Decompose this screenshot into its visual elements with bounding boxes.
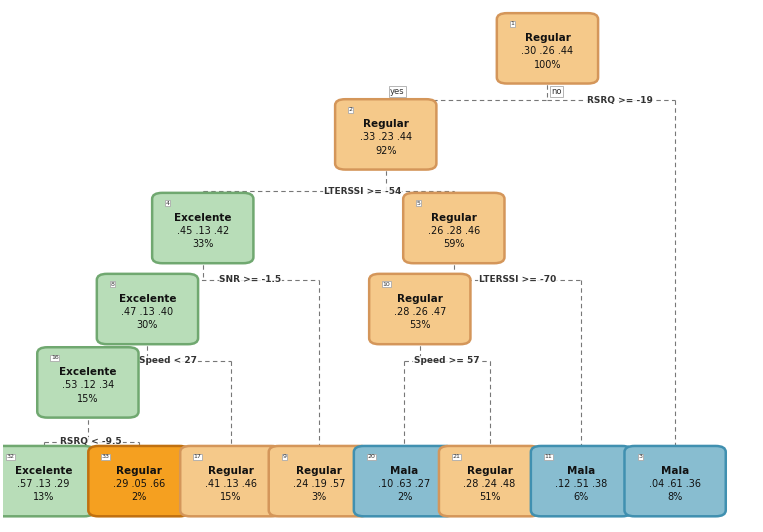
Text: .28 .26 .47: .28 .26 .47 bbox=[394, 307, 446, 317]
Text: .10 .63 .27: .10 .63 .27 bbox=[378, 479, 430, 489]
Text: 8: 8 bbox=[111, 282, 114, 287]
Text: .29 .05 .66: .29 .05 .66 bbox=[113, 479, 165, 489]
Text: 17: 17 bbox=[194, 454, 201, 459]
Text: RSRQ >= -19: RSRQ >= -19 bbox=[587, 96, 652, 105]
Text: 20: 20 bbox=[368, 454, 375, 459]
Text: .57 .13 .29: .57 .13 .29 bbox=[18, 479, 70, 489]
Text: 3%: 3% bbox=[312, 493, 327, 502]
Text: no: no bbox=[551, 87, 562, 96]
Text: 32: 32 bbox=[7, 454, 14, 459]
Text: .26 .28 .46: .26 .28 .46 bbox=[428, 226, 480, 236]
Text: Regular: Regular bbox=[467, 466, 513, 476]
Text: 51%: 51% bbox=[479, 493, 501, 502]
Text: .30 .26 .44: .30 .26 .44 bbox=[521, 46, 574, 56]
Text: Regular: Regular bbox=[431, 213, 477, 222]
FancyBboxPatch shape bbox=[0, 446, 95, 517]
FancyBboxPatch shape bbox=[531, 446, 632, 517]
Text: .04 .61 .36: .04 .61 .36 bbox=[649, 479, 701, 489]
FancyBboxPatch shape bbox=[497, 13, 598, 84]
Text: .41 .13 .46: .41 .13 .46 bbox=[204, 479, 257, 489]
Text: Speed >= 57: Speed >= 57 bbox=[414, 356, 480, 365]
FancyBboxPatch shape bbox=[37, 347, 139, 418]
Text: 8%: 8% bbox=[668, 493, 683, 502]
FancyBboxPatch shape bbox=[89, 446, 189, 517]
Text: 3: 3 bbox=[638, 454, 642, 459]
FancyBboxPatch shape bbox=[403, 193, 504, 263]
Text: 2: 2 bbox=[349, 107, 353, 112]
Text: 10: 10 bbox=[383, 282, 391, 287]
Text: Speed < 27: Speed < 27 bbox=[139, 356, 197, 365]
Text: 30%: 30% bbox=[137, 320, 158, 330]
FancyBboxPatch shape bbox=[369, 274, 471, 344]
Text: 15%: 15% bbox=[77, 394, 98, 404]
Text: 33: 33 bbox=[102, 454, 110, 459]
Text: yes: yes bbox=[390, 87, 404, 96]
Text: Mala: Mala bbox=[661, 466, 689, 476]
Text: .12 .51 .38: .12 .51 .38 bbox=[555, 479, 607, 489]
Text: .47 .13 .40: .47 .13 .40 bbox=[121, 307, 173, 317]
FancyBboxPatch shape bbox=[439, 446, 540, 517]
FancyBboxPatch shape bbox=[269, 446, 370, 517]
Text: Regular: Regular bbox=[397, 294, 443, 304]
Text: 15%: 15% bbox=[220, 493, 242, 502]
FancyBboxPatch shape bbox=[180, 446, 282, 517]
Text: Excelente: Excelente bbox=[15, 466, 72, 476]
Text: 6%: 6% bbox=[574, 493, 589, 502]
Text: 2%: 2% bbox=[131, 493, 146, 502]
Text: .33 .23 .44: .33 .23 .44 bbox=[359, 132, 412, 142]
Text: Regular: Regular bbox=[524, 33, 571, 43]
Text: 53%: 53% bbox=[409, 320, 430, 330]
Text: 21: 21 bbox=[452, 454, 460, 459]
Text: 100%: 100% bbox=[533, 60, 562, 70]
Text: LTERSSI >= -70: LTERSSI >= -70 bbox=[479, 276, 556, 285]
Text: 33%: 33% bbox=[192, 239, 214, 250]
Text: LTERSSI >= -54: LTERSSI >= -54 bbox=[324, 187, 401, 196]
Text: 9: 9 bbox=[282, 454, 286, 459]
Text: .53 .12 .34: .53 .12 .34 bbox=[62, 380, 114, 390]
Text: Regular: Regular bbox=[208, 466, 254, 476]
FancyBboxPatch shape bbox=[152, 193, 253, 263]
Text: Excelente: Excelente bbox=[60, 367, 117, 377]
Text: 11: 11 bbox=[545, 454, 552, 459]
FancyBboxPatch shape bbox=[97, 274, 198, 344]
Text: .24 .19 .57: .24 .19 .57 bbox=[293, 479, 346, 489]
Text: 16: 16 bbox=[51, 355, 59, 360]
Text: Regular: Regular bbox=[363, 119, 409, 129]
Text: 92%: 92% bbox=[375, 146, 397, 156]
Text: 2%: 2% bbox=[397, 493, 412, 502]
Text: 1: 1 bbox=[510, 21, 514, 26]
Text: .28 .24 .48: .28 .24 .48 bbox=[463, 479, 516, 489]
Text: SNR >= -1.5: SNR >= -1.5 bbox=[220, 276, 282, 285]
Text: 59%: 59% bbox=[443, 239, 465, 250]
Text: Mala: Mala bbox=[391, 466, 419, 476]
FancyBboxPatch shape bbox=[624, 446, 726, 517]
Text: 13%: 13% bbox=[33, 493, 54, 502]
Text: Excelente: Excelente bbox=[174, 213, 231, 222]
Text: .45 .13 .42: .45 .13 .42 bbox=[177, 226, 229, 236]
Text: 5: 5 bbox=[417, 201, 420, 206]
Text: Excelente: Excelente bbox=[119, 294, 176, 304]
Text: Mala: Mala bbox=[568, 466, 596, 476]
FancyBboxPatch shape bbox=[335, 99, 436, 170]
Text: Regular: Regular bbox=[297, 466, 343, 476]
Text: Regular: Regular bbox=[116, 466, 162, 476]
FancyBboxPatch shape bbox=[354, 446, 455, 517]
Text: RSRQ < -9.5: RSRQ < -9.5 bbox=[60, 437, 122, 446]
Text: 4: 4 bbox=[166, 201, 169, 206]
